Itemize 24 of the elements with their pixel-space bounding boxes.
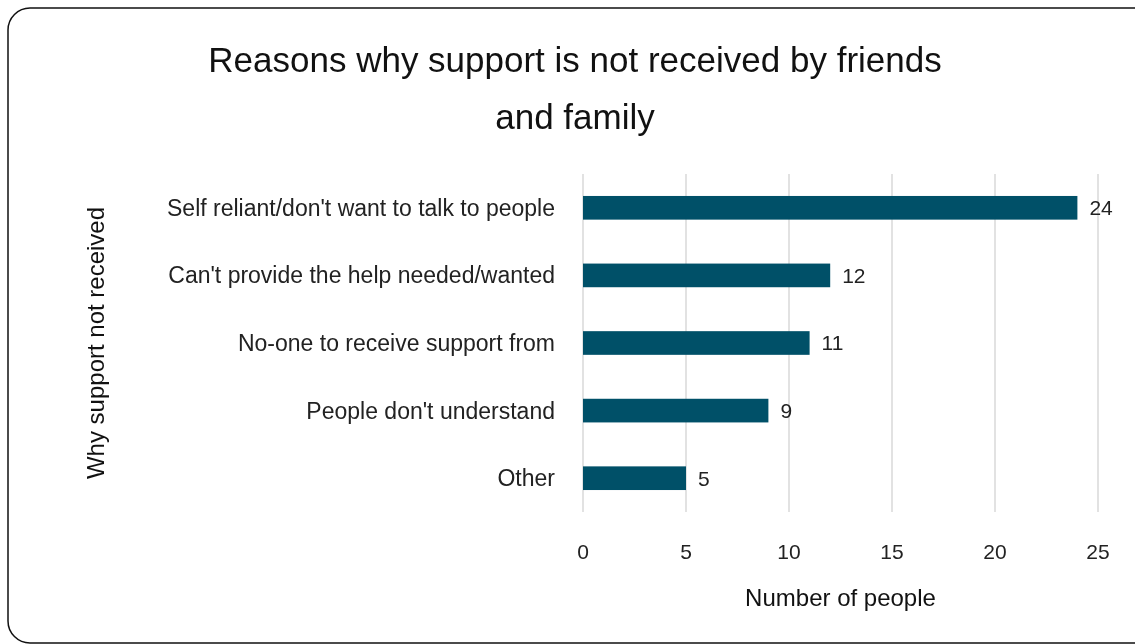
x-tick-label: 15 (880, 540, 904, 564)
bar (583, 466, 686, 491)
bar (583, 263, 831, 288)
bar (583, 195, 1078, 220)
y-tick-label: People don't understand (306, 397, 555, 424)
x-axis-title: Number of people (745, 584, 936, 612)
bar (583, 398, 769, 423)
data-label: 9 (780, 398, 793, 422)
x-tick-label: 5 (680, 540, 692, 564)
y-tick-label: Can't provide the help needed/wanted (168, 262, 555, 289)
x-tick-label: 20 (983, 540, 1007, 564)
y-axis-title: Why support not received (82, 206, 110, 480)
y-tick-label: Other (497, 465, 556, 492)
data-label: 24 (1089, 196, 1114, 220)
x-tick-label: 25 (1086, 540, 1110, 564)
y-tick-label: Self reliant/don't want to talk to people (167, 194, 555, 221)
y-tick-label: No-one to receive support from (237, 330, 555, 357)
data-label: 5 (698, 466, 710, 490)
bar (583, 331, 810, 355)
x-tick-label: 0 (577, 540, 589, 564)
chart-title: Reasons why support is not received by friends and family (208, 40, 942, 136)
x-tick-label: 10 (777, 540, 801, 564)
data-label: 12 (842, 263, 866, 287)
data-label: 11 (821, 331, 844, 355)
